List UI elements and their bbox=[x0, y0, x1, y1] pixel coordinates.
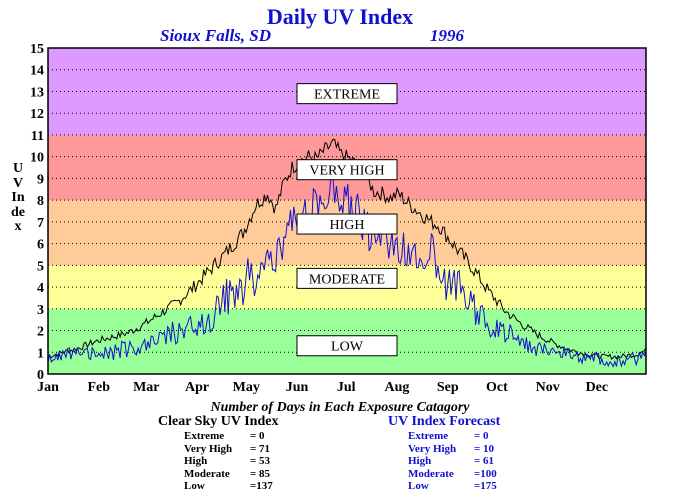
stat-value: = 53 bbox=[250, 455, 271, 467]
clear-sky-line bbox=[47, 138, 647, 360]
stat-label: Low bbox=[408, 480, 429, 492]
month-label: Feb bbox=[88, 380, 111, 395]
stat-row: Low =137 bbox=[158, 480, 278, 493]
stat-label: Moderate bbox=[408, 467, 454, 480]
stat-label: Extreme bbox=[184, 430, 225, 442]
stat-row: Moderate = 85 bbox=[158, 468, 278, 481]
month-label: Oct bbox=[486, 380, 508, 395]
stat-value: =175 bbox=[474, 480, 497, 492]
stat-label: Very High bbox=[408, 442, 457, 455]
month-label: Jul bbox=[337, 380, 356, 395]
stat-value: = 0 bbox=[474, 430, 489, 442]
y-tick-label: 12 bbox=[30, 107, 44, 122]
stat-row: Low =175 bbox=[388, 480, 500, 493]
stat-row: Very High = 71 bbox=[158, 443, 278, 456]
band-label-box-low bbox=[296, 335, 398, 357]
band-label-extreme: EXTREME bbox=[314, 88, 380, 103]
y-tick-label: 4 bbox=[37, 281, 44, 296]
stat-label: Moderate bbox=[184, 467, 230, 480]
band-label-very-high: VERY HIGH bbox=[309, 164, 384, 179]
stat-row: Very High = 10 bbox=[388, 443, 500, 456]
band-label-high: HIGH bbox=[330, 218, 365, 233]
stat-value: =100 bbox=[474, 467, 497, 480]
forecast-line bbox=[47, 169, 647, 368]
y-axis-label: UV Index bbox=[11, 161, 25, 234]
clear-sky-heading: Clear Sky UV Index bbox=[158, 414, 279, 429]
stat-value: =137 bbox=[250, 480, 273, 492]
days-per-category-heading: Number of Days in Each Exposure Catagory bbox=[210, 400, 470, 415]
stat-row: High = 53 bbox=[158, 455, 278, 468]
y-tick-label: 5 bbox=[37, 259, 44, 274]
y-tick-label: 8 bbox=[37, 194, 44, 209]
band-label-moderate: MODERATE bbox=[309, 272, 385, 287]
month-label: Aug bbox=[385, 380, 410, 395]
plot-frame bbox=[47, 47, 647, 375]
y-tick-label: 14 bbox=[30, 64, 44, 79]
month-label: Jan bbox=[37, 380, 59, 395]
stat-value: = 61 bbox=[474, 455, 495, 467]
month-label: Nov bbox=[536, 380, 560, 395]
chart-title: Daily UV Index bbox=[266, 4, 414, 29]
stat-label: High bbox=[408, 455, 432, 467]
y-tick-label: 2 bbox=[37, 325, 44, 340]
month-label: Mar bbox=[133, 380, 159, 395]
stat-row: High = 61 bbox=[388, 455, 500, 468]
y-tick-label: 7 bbox=[37, 216, 44, 231]
stat-value: = 71 bbox=[250, 442, 271, 455]
forecast-heading: UV Index Forecast bbox=[388, 414, 501, 429]
y-tick-label: 10 bbox=[30, 151, 44, 166]
band-label-box-very-high bbox=[296, 159, 398, 181]
month-label: Sep bbox=[437, 380, 459, 395]
month-label: Dec bbox=[586, 380, 609, 395]
month-label: Jun bbox=[286, 380, 309, 395]
stat-label: Extreme bbox=[408, 430, 449, 442]
y-tick-label: 9 bbox=[37, 172, 44, 187]
y-tick-label: 13 bbox=[30, 85, 44, 100]
y-tick-label: 6 bbox=[37, 238, 44, 253]
clear-sky-stats: Clear Sky UV Index Extreme = 0 Very High =… bbox=[158, 414, 278, 493]
band-label-low: LOW bbox=[331, 340, 364, 355]
year-subtitle: 1996 bbox=[430, 26, 464, 45]
stat-value: = 10 bbox=[474, 442, 495, 455]
y-tick-label: 1 bbox=[37, 346, 44, 361]
band-label-box-high bbox=[296, 213, 398, 235]
band-label-box-moderate bbox=[296, 267, 398, 289]
stat-value: = 0 bbox=[250, 430, 265, 442]
y-tick-label: 11 bbox=[31, 129, 44, 144]
y-tick-label: 0 bbox=[37, 368, 44, 383]
stat-label: Low bbox=[184, 480, 205, 492]
forecast-stats: UV Index Forecast Extreme = 0 Very High = … bbox=[388, 414, 500, 493]
stat-row: Extreme = 0 bbox=[158, 430, 278, 443]
month-label: May bbox=[233, 380, 260, 395]
location-subtitle: Sioux Falls, SD bbox=[160, 26, 272, 45]
stat-label: High bbox=[184, 455, 208, 467]
stat-value: = 85 bbox=[250, 467, 271, 480]
stat-label: Very High bbox=[184, 442, 233, 455]
y-tick-label: 3 bbox=[37, 303, 44, 318]
band-label-box-extreme bbox=[296, 83, 398, 105]
y-tick-label: 15 bbox=[30, 42, 44, 57]
stat-row: Extreme = 0 bbox=[388, 430, 500, 443]
stat-row: Moderate =100 bbox=[388, 468, 500, 481]
month-label: Apr bbox=[185, 380, 209, 395]
